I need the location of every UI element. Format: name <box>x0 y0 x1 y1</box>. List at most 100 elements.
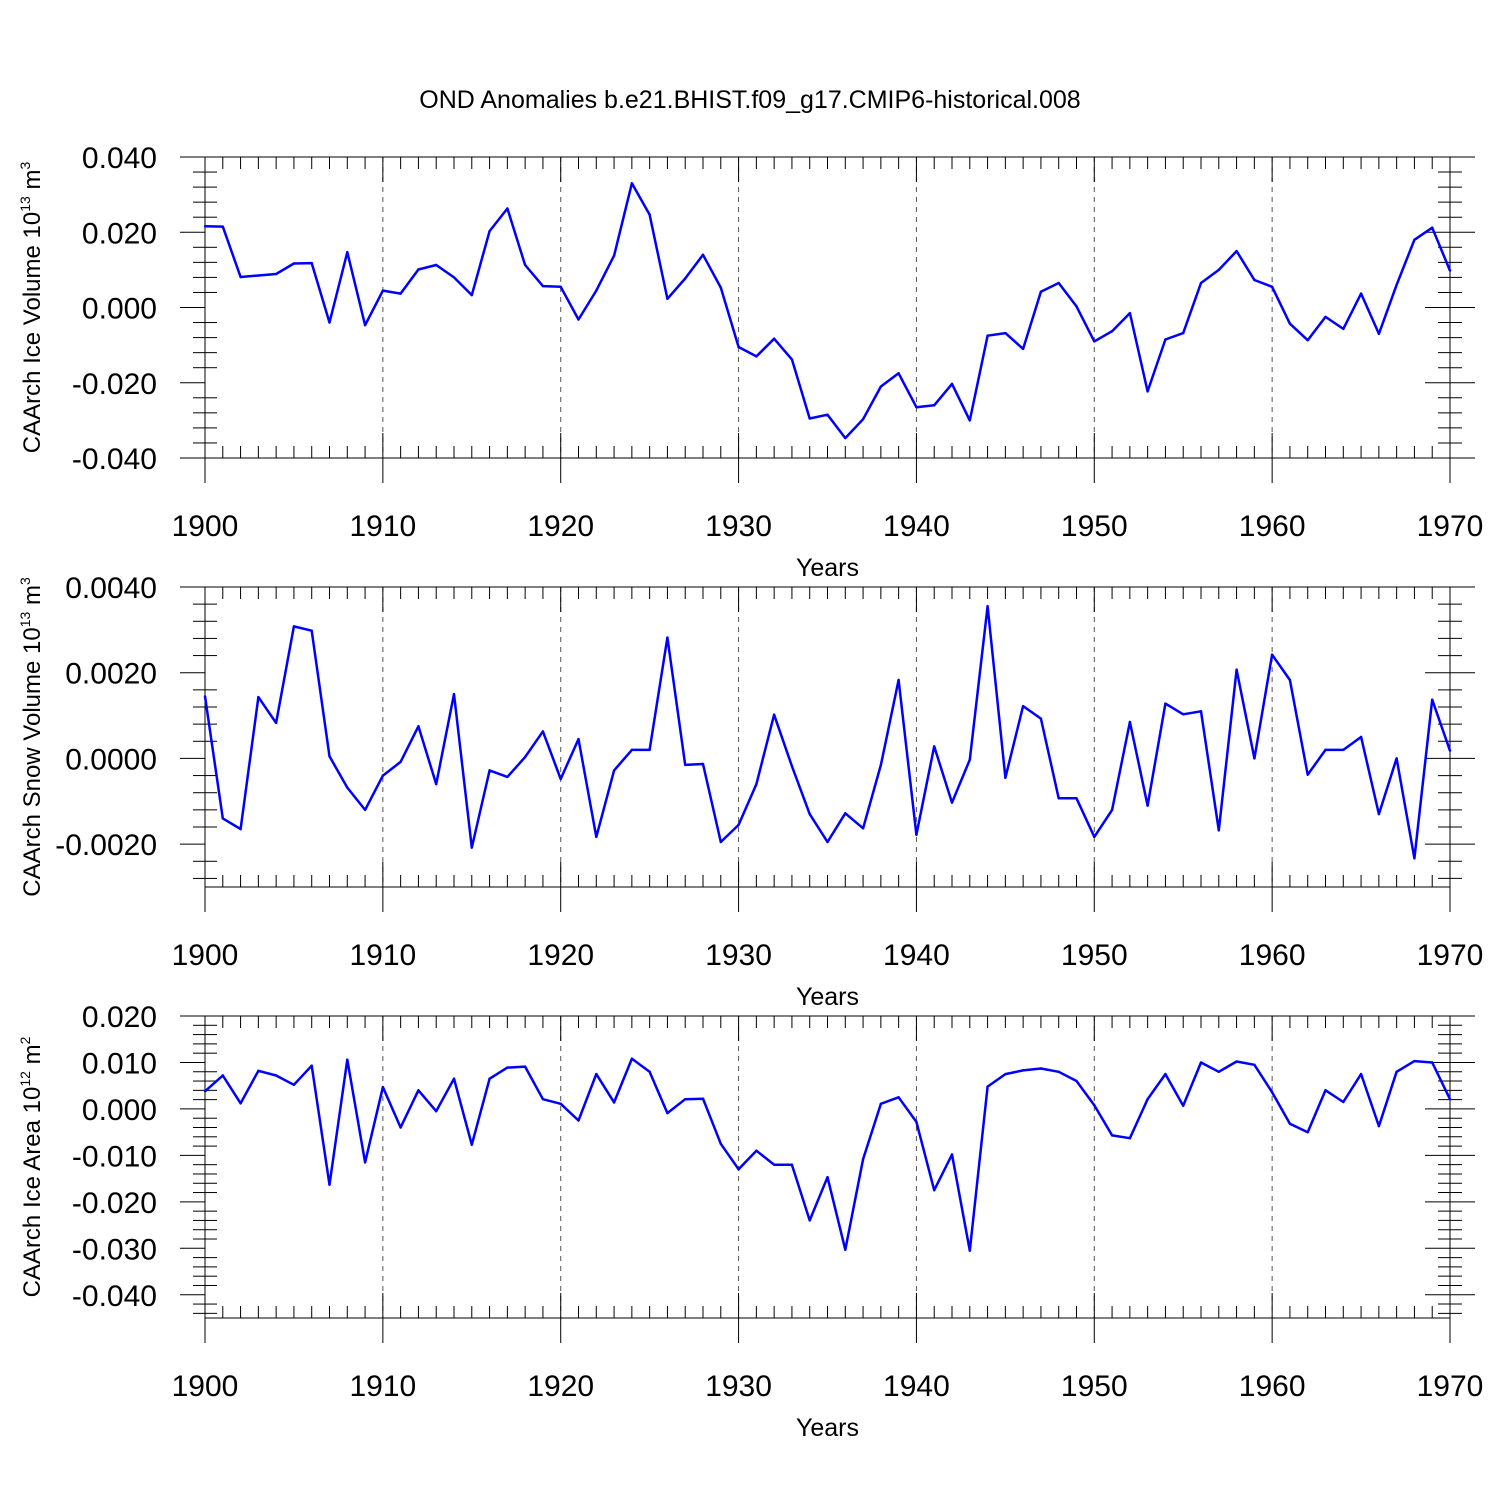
data-point <box>826 1176 829 1179</box>
data-point <box>523 755 527 759</box>
data-point <box>1431 1061 1434 1064</box>
data-point <box>310 629 313 632</box>
data-point <box>648 1070 651 1073</box>
data-point <box>1448 749 1452 752</box>
data-point <box>968 758 971 761</box>
data-point <box>897 372 900 375</box>
x-tick-label: 1900 <box>172 1370 239 1403</box>
data-point <box>968 1249 971 1252</box>
data-point <box>470 1143 473 1146</box>
data-point <box>346 1058 349 1061</box>
data-point <box>470 293 473 297</box>
data-point <box>1146 390 1149 393</box>
x-tick-label: 1950 <box>1061 1370 1128 1403</box>
data-point <box>1021 704 1025 708</box>
data-point <box>1324 748 1327 752</box>
y-axis-label-text: CAArch Ice Area 10 <box>19 1087 46 1298</box>
data-point <box>1075 797 1078 800</box>
data-point <box>1235 249 1238 253</box>
data-point <box>915 1120 918 1124</box>
data-point <box>861 827 865 830</box>
y-axis-label-unit: m <box>19 1044 46 1071</box>
y-axis-label: CAArch Ice Area 1012 m2 <box>17 1036 46 1297</box>
y-tick-label: 0.000 <box>82 1094 157 1127</box>
data-point <box>933 1189 936 1192</box>
x-tick-label: 1940 <box>883 1370 950 1403</box>
data-point <box>488 1077 491 1080</box>
data-point <box>1057 1070 1060 1073</box>
data-point <box>612 769 616 772</box>
x-tick-label: 1930 <box>705 939 772 972</box>
data-point <box>1395 283 1398 287</box>
data-point <box>737 823 740 827</box>
y-tick-label: 0.000 <box>82 293 157 326</box>
x-tick-label: 1930 <box>705 1370 772 1403</box>
data-point <box>1448 269 1452 272</box>
x-tick-label: 1920 <box>527 510 594 543</box>
x-tick-label: 1910 <box>349 1370 416 1403</box>
data-point <box>737 345 740 349</box>
y-axis-label-exp: 12 <box>17 1071 33 1087</box>
data-point <box>1288 322 1292 325</box>
data-point <box>399 292 402 295</box>
data-point <box>541 284 545 288</box>
y-tick-label: -0.020 <box>72 1187 157 1220</box>
data-point <box>417 268 420 271</box>
x-tick-label: 1970 <box>1417 1370 1484 1403</box>
data-point <box>203 225 207 228</box>
data-point <box>844 812 847 815</box>
data-point <box>381 1085 385 1089</box>
x-tick-label: 1940 <box>883 510 950 543</box>
data-point <box>861 1157 865 1161</box>
data-point <box>239 1102 242 1105</box>
data-point <box>1075 305 1078 308</box>
x-tick-label: 1960 <box>1239 510 1306 543</box>
data-point <box>1128 1136 1132 1140</box>
data-point <box>577 318 580 321</box>
data-point <box>933 404 936 407</box>
data-point <box>328 321 331 324</box>
data-point <box>1093 835 1096 839</box>
data-point <box>274 721 278 725</box>
y-tick-label: -0.020 <box>72 368 157 401</box>
data-point <box>808 812 811 816</box>
data-point <box>790 764 794 768</box>
data-point <box>310 1064 313 1067</box>
data-point <box>292 1083 296 1086</box>
y-axis-label-exp: 13 <box>17 611 33 627</box>
data-point <box>915 833 918 836</box>
data-point <box>239 827 242 831</box>
data-point <box>346 250 349 254</box>
x-tick-label: 1930 <box>705 510 772 543</box>
data-point <box>1253 1063 1256 1066</box>
data-point <box>1217 829 1220 832</box>
data-point <box>1110 1134 1114 1137</box>
data-point <box>1199 710 1203 713</box>
y-axis-label-unit-exp: 3 <box>17 577 33 585</box>
data-point <box>1021 347 1025 351</box>
data-point <box>328 1183 331 1186</box>
data-point <box>1004 1072 1007 1076</box>
data-point <box>1359 1072 1363 1076</box>
data-point <box>755 355 758 358</box>
data-point <box>381 774 385 777</box>
data-point <box>1235 668 1238 671</box>
x-tick-label: 1900 <box>172 510 239 543</box>
panel-2: -0.0020 0.0000 0.0020 0.0040 1900 1910 1920 193… <box>17 572 1483 1011</box>
data-point <box>719 840 722 844</box>
y-axis-label: CAArch Ice Volume 1013 m3 <box>17 162 46 454</box>
x-tick-label: 1900 <box>172 939 239 972</box>
y-tick-label: -0.0020 <box>55 829 157 862</box>
data-point <box>363 808 367 812</box>
data-point <box>1431 698 1434 701</box>
data-point <box>1164 338 1167 341</box>
y-tick-label: 0.020 <box>82 1001 157 1034</box>
data-point <box>488 769 491 772</box>
data-point <box>630 748 634 752</box>
x-tick-label: 1970 <box>1417 939 1484 972</box>
data-point <box>346 786 349 789</box>
y-axis-label-exp: 13 <box>17 196 33 212</box>
data-point <box>523 1065 527 1068</box>
data-point <box>1217 268 1220 272</box>
